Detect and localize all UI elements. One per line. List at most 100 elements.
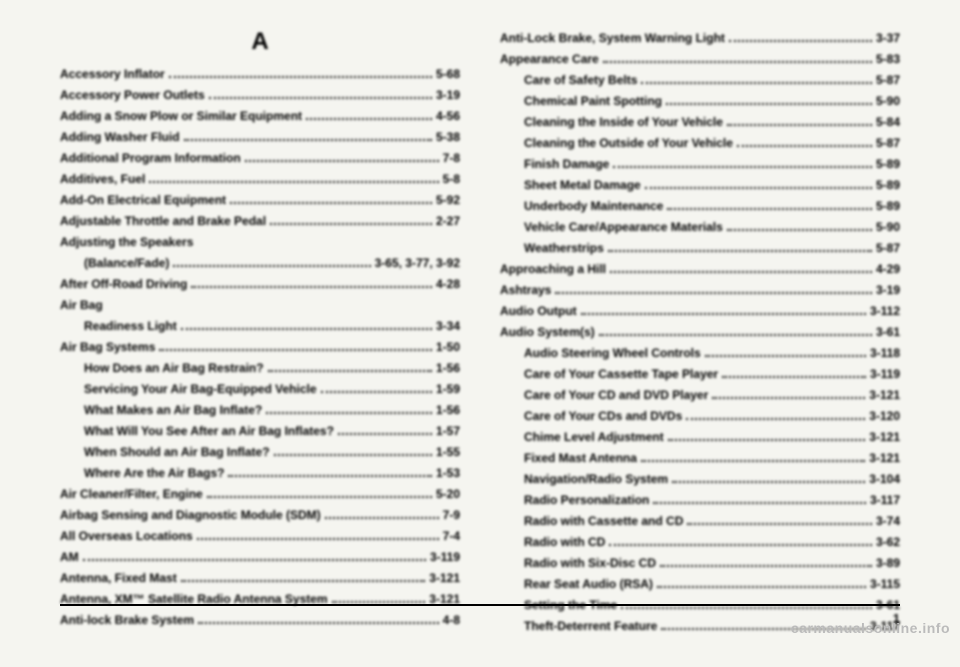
index-entry: Adjustable Throttle and Brake Pedal2-27 <box>60 211 460 232</box>
entry-label: (Balance/Fade) <box>60 253 169 274</box>
leader-dots <box>621 607 872 609</box>
page-reference: 1-57 <box>436 421 460 442</box>
leader-dots <box>159 349 432 351</box>
page-reference: 3-19 <box>436 85 460 106</box>
index-entry: Audio Output 3-112 <box>500 301 900 322</box>
entry-label: Radio with Cassette and CD <box>500 511 683 532</box>
page-reference: 5-38 <box>436 127 460 148</box>
page-reference: 5-87 <box>876 238 900 259</box>
index-entry: Readiness Light3-34 <box>60 316 460 337</box>
index-entry: All Overseas Locations7-4 <box>60 526 460 547</box>
index-entry: Audio Steering Wheel Controls 3-118 <box>500 343 900 364</box>
entry-label: Vehicle Care/Appearance Materials <box>500 217 723 238</box>
page-reference: 3-62 <box>876 532 900 553</box>
leader-dots <box>712 397 865 399</box>
leader-dots <box>722 376 866 378</box>
page-reference: 5-89 <box>876 154 900 175</box>
watermark: carmanualsonline.info <box>791 620 950 636</box>
page-reference: 5-68 <box>436 64 460 85</box>
entry-label: When Should an Air Bag Inflate? <box>60 442 270 463</box>
index-entry: Navigation/Radio System3-104 <box>500 469 900 490</box>
page-reference: 3-74 <box>876 511 900 532</box>
leader-dots <box>687 523 872 525</box>
entry-label: Audio Output <box>500 301 577 322</box>
index-entry: Care of Safety Belts5-87 <box>500 70 900 91</box>
entry-label: Radio Personalization <box>500 490 649 511</box>
entry-label: Accessory Power Outlets <box>60 85 205 106</box>
leader-dots <box>197 538 439 540</box>
page-reference: 3-120 <box>869 406 900 427</box>
index-entry: Ashtrays3-19 <box>500 280 900 301</box>
index-entry: Cleaning the Inside of Your Vehicle5-84 <box>500 112 900 133</box>
entry-label: Servicing Your Air Bag-Equipped Vehicle <box>60 379 317 400</box>
index-entry: Anti-Lock Brake, System Warning Light3-3… <box>500 28 900 49</box>
entry-label: Air Cleaner/Filter, Engine <box>60 484 203 505</box>
entry-label: Audio Steering Wheel Controls <box>500 343 701 364</box>
leader-dots <box>169 76 432 78</box>
page-reference: 3-117 <box>870 490 900 511</box>
index-entry: Radio Personalization 3-117 <box>500 490 900 511</box>
leader-dots <box>666 103 872 105</box>
page-reference: 5-20 <box>436 484 460 505</box>
page-reference: 3-89 <box>876 553 900 574</box>
leader-dots <box>667 208 872 210</box>
leader-dots <box>609 544 872 546</box>
page-reference: 3-121 <box>429 589 460 610</box>
index-entry: Chime Level Adjustment3-121 <box>500 427 900 448</box>
index-entry: Appearance Care5-83 <box>500 49 900 70</box>
index-entry: Underbody Maintenance5-89 <box>500 196 900 217</box>
leader-dots <box>581 313 866 315</box>
index-entry: Air Bag <box>60 295 460 316</box>
leader-dots <box>729 40 872 42</box>
entry-label: Additives, Fuel <box>60 169 145 190</box>
leader-dots <box>230 202 432 204</box>
leader-dots <box>274 454 432 456</box>
leader-dots <box>181 328 432 330</box>
index-entry: Care of Your CDs and DVDs3-120 <box>500 406 900 427</box>
page-reference: 5-89 <box>876 175 900 196</box>
page-reference: 7-8 <box>443 148 460 169</box>
page-reference: 3-112 <box>870 301 900 322</box>
entry-label: Add-On Electrical Equipment <box>60 190 226 211</box>
leader-dots <box>181 580 426 582</box>
index-entry: After Off-Road Driving4-28 <box>60 274 460 295</box>
entry-label: After Off-Road Driving <box>60 274 187 295</box>
index-entry: Care of Your Cassette Tape Player3-119 <box>500 364 900 385</box>
leader-dots <box>209 97 432 99</box>
entry-label: Additional Program Information <box>60 148 241 169</box>
page-reference: 3-104 <box>869 469 900 490</box>
leader-dots <box>727 229 872 231</box>
page-reference: 3-121 <box>869 427 900 448</box>
leader-dots <box>737 145 872 147</box>
index-entry: Chemical Paint Spotting5-90 <box>500 91 900 112</box>
page-reference: 3-121 <box>869 385 900 406</box>
page-reference: 5-84 <box>876 112 900 133</box>
page-reference: 5-89 <box>876 196 900 217</box>
page-reference: 1-56 <box>436 358 460 379</box>
entry-label: What Makes an Air Bag Inflate? <box>60 400 262 421</box>
leader-dots <box>198 622 439 624</box>
page-reference: 1-56 <box>436 400 460 421</box>
page-reference: 1-55 <box>436 442 460 463</box>
index-entry: Cleaning the Outside of Your Vehicle5-87 <box>500 133 900 154</box>
leader-dots <box>268 370 432 372</box>
entry-label: Air Bag <box>60 295 103 316</box>
page-reference: 3-37 <box>876 28 900 49</box>
index-entry: Radio with Six-Disc CD3-89 <box>500 553 900 574</box>
entry-label: AM <box>60 547 79 568</box>
index-entry: Adding a Snow Plow or Similar Equipment4… <box>60 106 460 127</box>
leader-dots <box>705 355 866 357</box>
page-reference: 3-118 <box>870 343 900 364</box>
entry-label: All Overseas Locations <box>60 526 193 547</box>
leader-dots <box>245 160 439 162</box>
page-reference: 3-119 <box>430 547 460 568</box>
index-entry: Care of Your CD and DVD Player3-121 <box>500 385 900 406</box>
index-entry: What Will You See After an Air Bag Infla… <box>60 421 460 442</box>
leader-dots <box>641 460 865 462</box>
index-entry: Adding Washer Fluid5-38 <box>60 127 460 148</box>
page-reference: 5-83 <box>876 49 900 70</box>
page-reference: 3-34 <box>436 316 460 337</box>
page-reference: 1-50 <box>436 337 460 358</box>
index-entry: Finish Damage5-89 <box>500 154 900 175</box>
leader-dots <box>228 475 431 477</box>
